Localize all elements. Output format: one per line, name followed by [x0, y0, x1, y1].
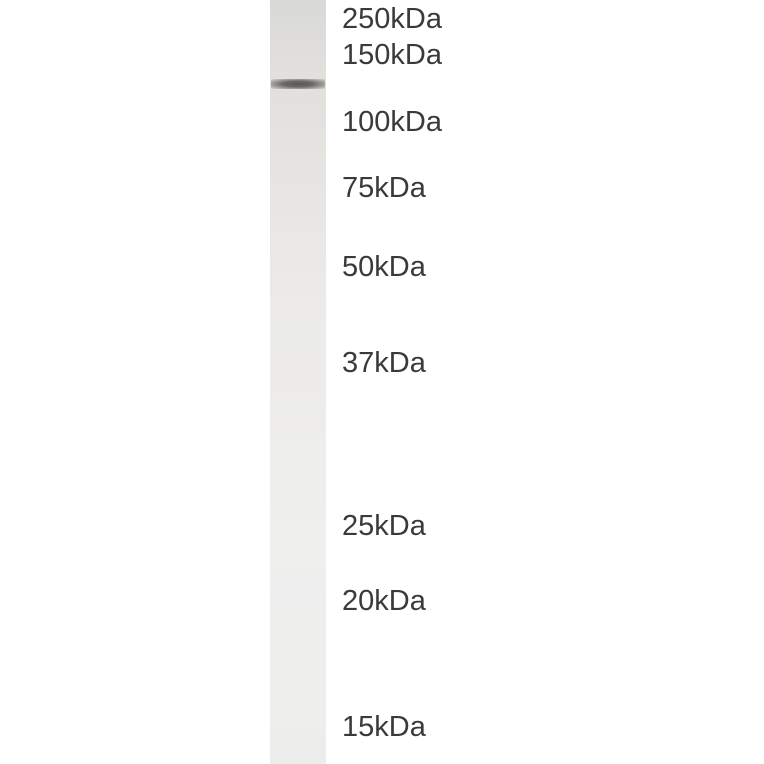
- marker-150kda: 150kDa: [342, 39, 442, 72]
- marker-75kda: 75kDa: [342, 172, 426, 205]
- blot-lane: [270, 0, 326, 764]
- protein-band: [271, 79, 325, 89]
- marker-15kda: 15kDa: [342, 711, 426, 744]
- marker-100kda: 100kDa: [342, 106, 442, 139]
- marker-37kda: 37kDa: [342, 347, 426, 380]
- marker-50kda: 50kDa: [342, 251, 426, 284]
- marker-20kda: 20kDa: [342, 585, 426, 618]
- marker-250kda: 250kDa: [342, 3, 442, 36]
- marker-25kda: 25kDa: [342, 510, 426, 543]
